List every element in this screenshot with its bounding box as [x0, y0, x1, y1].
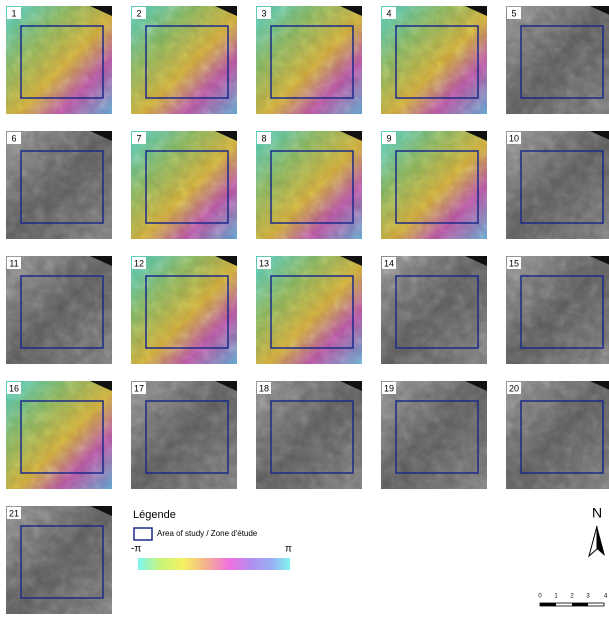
panel-number: 10 [509, 133, 519, 143]
panel-number: 21 [9, 508, 19, 518]
panel-number: 14 [384, 258, 394, 268]
legend-max: π [285, 544, 292, 555]
figure: 123456789101112131415161718192021 Légend… [0, 0, 609, 615]
scale-label: 1 [554, 594, 558, 600]
panel: 1 [6, 6, 112, 114]
panel: 11 [6, 256, 112, 364]
panel-number: 2 [136, 8, 141, 18]
legend-box [134, 528, 152, 540]
panel: 15 [506, 256, 609, 364]
scale-label: 4 Km [604, 594, 609, 600]
panel-number: 12 [134, 258, 144, 268]
panel-number: 6 [11, 133, 16, 143]
panel-number: 20 [509, 383, 519, 393]
scale-label: 2 [570, 594, 574, 600]
panel: 21 [6, 506, 112, 614]
panel: 5 [506, 6, 609, 114]
panel: 2 [131, 6, 237, 114]
panel-number: 7 [136, 133, 141, 143]
scale-label: 0 [538, 594, 542, 600]
panel: 8 [256, 131, 362, 239]
panel: 3 [256, 6, 362, 114]
panel-number: 16 [9, 383, 19, 393]
panel: 19 [381, 381, 487, 489]
panel: 16 [6, 381, 112, 489]
panel: 4 [381, 6, 487, 114]
panel-number: 18 [259, 383, 269, 393]
legend-min: -π [131, 544, 141, 555]
panel-number: 8 [261, 133, 266, 143]
panel-number: 4 [386, 8, 391, 18]
panel-number: 9 [386, 133, 391, 143]
panel-number: 5 [511, 8, 516, 18]
panel: 14 [381, 256, 487, 364]
phase-colorbar [138, 558, 290, 570]
scale-bar: 0 1 2 3 4 Km [538, 594, 609, 606]
panel: 10 [506, 131, 609, 239]
panel-number: 11 [9, 258, 18, 268]
panel-number: 15 [509, 258, 519, 268]
scale-label: 3 [586, 594, 590, 600]
panel: 9 [381, 131, 487, 239]
panel: 17 [131, 381, 237, 489]
north-label: N [592, 505, 602, 521]
panel: 6 [6, 131, 112, 239]
legend-area-label: Area of study / Zone d'étude [157, 529, 258, 538]
panel: 18 [256, 381, 362, 489]
panel-number: 13 [259, 258, 269, 268]
panel-number: 3 [261, 8, 266, 18]
panel: 7 [131, 131, 237, 239]
panel: 20 [506, 381, 609, 489]
panel: 13 [256, 256, 362, 364]
panel-number: 17 [134, 383, 144, 393]
legend: Légende Area of study / Zone d'étude -π … [131, 509, 292, 570]
panel: 12 [131, 256, 237, 364]
north-arrow: N [589, 505, 605, 556]
legend-title: Légende [133, 509, 176, 521]
panel-number: 19 [384, 383, 394, 393]
panel-number: 1 [11, 8, 16, 18]
